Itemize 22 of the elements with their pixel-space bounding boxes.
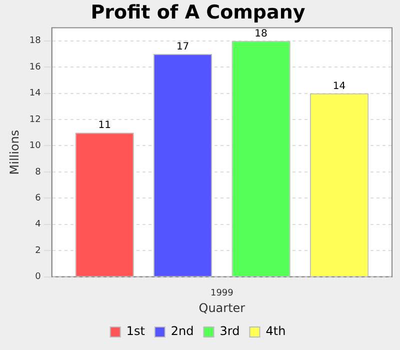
data-label: 11 [98,120,111,132]
legend-label: 1st [126,324,146,338]
y-tick-label: 6 [35,194,42,204]
legend-label: 3rd [220,324,240,338]
x-axis-title: Quarter [198,300,246,315]
legend-label: 2nd [170,324,194,338]
y-tick-label: 2 [35,246,41,256]
data-label: 17 [176,42,190,53]
y-tick-label: 12 [29,114,41,125]
chart-title: Profit of A Company [90,1,306,24]
data-label: 18 [254,28,268,40]
y-tick-label: 4 [35,220,42,230]
y-tick-label: 10 [29,141,42,152]
y-tick-label: 8 [35,167,42,178]
y-tick-label: 14 [29,88,42,99]
data-label: 14 [332,80,346,92]
y-axis-title: Millions [7,130,22,175]
legend-label: 4th [266,324,286,338]
y-tick-label: 16 [29,62,42,72]
y-tick-label: 0 [35,272,42,282]
y-tick-label: 18 [29,36,42,46]
x-tick-label: 1999 [210,288,234,299]
